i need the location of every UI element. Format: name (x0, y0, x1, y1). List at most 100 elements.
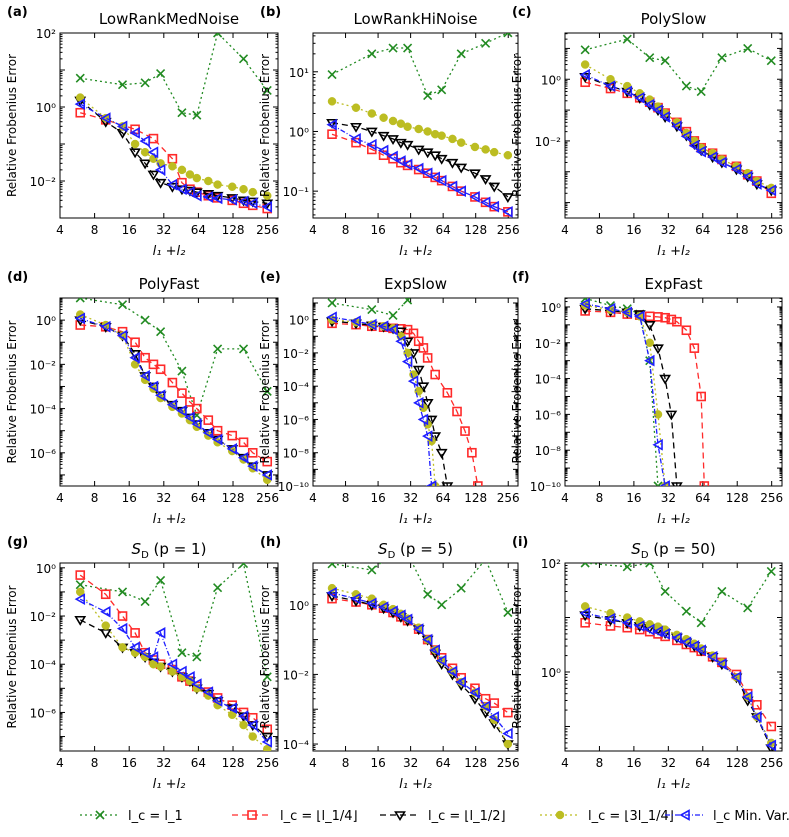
data-point-lc_l1 (743, 43, 753, 53)
data-point-lc_3q (248, 732, 257, 741)
data-point-lc_mv (502, 727, 513, 740)
data-point-lc_3q (423, 127, 432, 136)
data-point-lc_h (412, 365, 425, 376)
data-point-lc_l1 (481, 38, 491, 48)
data-point-lc_h (74, 615, 87, 626)
data-point-lc_l1 (696, 86, 706, 97)
x-tick-label: 32 (403, 491, 418, 505)
data-point-lc_q (430, 369, 440, 380)
data-point-lc_mv (621, 85, 633, 98)
data-point-lc_3q (239, 184, 248, 194)
data-point-lc_l1 (140, 596, 150, 607)
y-tick-label: 10⁻² (30, 358, 57, 372)
data-point-lc_h (469, 169, 481, 180)
data-point-lc_h (429, 432, 442, 443)
data-point-lc_h (387, 135, 399, 145)
x-tick-label: 32 (156, 756, 171, 770)
series-line-lc_mv (584, 612, 772, 746)
data-point-lc_q (75, 570, 86, 580)
y-tick-label: 10⁻⁶ (283, 413, 310, 427)
chart-title-d: PolyFast (139, 275, 200, 293)
data-point-lc_l1 (456, 49, 466, 59)
data-point-lc_mv (455, 676, 467, 688)
chart-title-a: LowRankMedNoise (99, 10, 239, 28)
data-point-lc_l1 (481, 563, 491, 565)
series-line-lc_mv (584, 74, 772, 191)
data-point-lc_mv (479, 700, 491, 713)
data-point-lc_q (580, 77, 590, 88)
y-tick-label: 10⁻² (30, 610, 57, 624)
data-point-lc_mv (446, 665, 458, 678)
x-tick-label: 32 (661, 491, 676, 505)
chart-panel-c: (c) PolySlow 4 8 16 32 64 128 256 10⁻² 10⁰ l₁ +l₂ Re… (510, 5, 783, 259)
data-point-lc_3q (414, 386, 423, 396)
data-point-lc_mv (116, 120, 128, 133)
data-point-lc_q (467, 447, 477, 458)
legend-entry-lc_q: l_c = ⌊l_1/4⌋ (232, 809, 358, 824)
legend: l_c = l_1 l_c = ⌊l_1/4⌋ l_c = ⌊l_1/2⌋ l_c =… (80, 809, 789, 824)
data-point-lc_h (401, 140, 414, 151)
data-point-lc_l1 (327, 69, 337, 80)
data-point-lc_mv (422, 167, 433, 180)
data-point-lc_q (418, 343, 429, 353)
data-point-lc_mv (425, 480, 437, 486)
data-point-lc_q (203, 415, 214, 425)
data-point-lc_q (666, 314, 677, 325)
data-point-lc_mv (184, 670, 195, 683)
data-point-lc_mv (139, 370, 150, 382)
legend-marker (247, 810, 257, 820)
data-point-lc_mv (644, 623, 655, 636)
data-point-lc_h (643, 321, 656, 331)
data-point-lc_q (262, 456, 273, 467)
chart-panel-g: (g) SD (p = 1) 4 8 16 32 64 128 256 10⁻⁶ 10⁻⁴ 10⁻² 1… (5, 535, 279, 792)
data-point-lc_l1 (367, 305, 377, 315)
data-point-lc_l1 (367, 49, 377, 59)
data-point-lc_mv (139, 646, 150, 659)
series-line-lc_h (331, 122, 509, 198)
series-line-lc_mv (79, 317, 268, 476)
x-tick-label: 16 (370, 223, 385, 237)
data-point-lc_h (501, 193, 514, 203)
data-point-lc_mv (147, 146, 159, 159)
data-point-lc_mv (129, 641, 140, 654)
data-point-lc_3q (327, 97, 337, 106)
series-line-lc_l1 (331, 33, 509, 97)
data-point-lc_mv (706, 151, 718, 163)
data-point-lc_l1 (403, 43, 413, 53)
x-tick-label: 32 (661, 223, 676, 237)
data-point-lc_3q (192, 173, 202, 183)
data-point-lc_l1 (681, 81, 691, 91)
y-tick-label: 10⁻⁸ (535, 444, 562, 458)
data-point-lc_l1 (262, 85, 272, 96)
y-axis-label-d: Relative Frobenius Error (5, 320, 19, 463)
data-point-lc_h (665, 410, 678, 421)
x-tick-label: 8 (596, 756, 604, 770)
data-point-lc_mv (139, 135, 150, 147)
data-point-lc_3q (204, 176, 213, 186)
data-point-lc_l1 (717, 53, 727, 63)
data-point-lc_h (446, 158, 459, 169)
data-point-lc_3q (470, 142, 480, 152)
data-point-lc_mv (129, 126, 140, 139)
y-tick-label: 10⁻⁴ (535, 373, 562, 387)
data-point-lc_q (192, 403, 202, 414)
data-point-lc_q (247, 448, 258, 458)
y-tick-label: 10⁰ (289, 314, 309, 328)
data-point-lc_h (435, 448, 448, 459)
series-line-lc_h (585, 308, 678, 486)
y-tick-label: 10⁻¹⁰ (278, 480, 309, 494)
chart-title-i: SD (p = 50) (631, 540, 715, 561)
data-point-lc_mv (407, 375, 419, 388)
data-point-lc_mv (502, 205, 513, 218)
x-tick-label: 8 (91, 223, 99, 237)
data-point-lc_mv (326, 586, 337, 599)
data-point-lc_mv (413, 162, 424, 175)
data-point-lc_3q (185, 170, 195, 179)
data-point-lc_h (147, 170, 160, 181)
data-point-lc_mv (751, 178, 762, 190)
data-point-lc_3q (227, 182, 237, 191)
panel-label-i: (i) (512, 535, 528, 550)
series-line-lc_q (79, 574, 268, 730)
y-tick-label: 10⁻² (283, 347, 310, 361)
data-point-lc_l1 (580, 298, 590, 303)
